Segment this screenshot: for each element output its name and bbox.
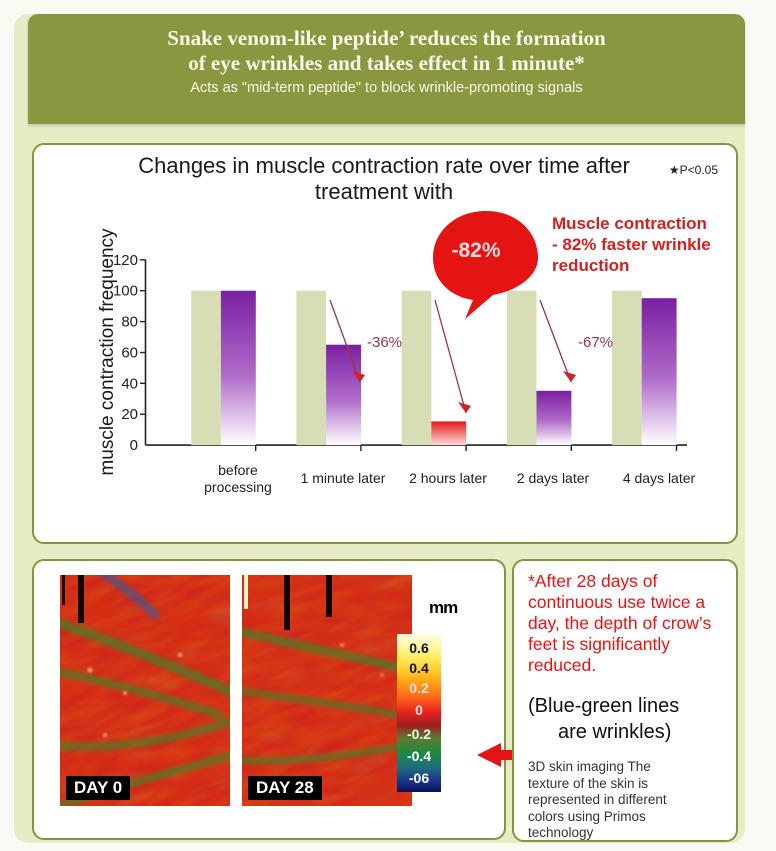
svg-text:2 days later: 2 days later — [517, 470, 590, 486]
svg-text:60: 60 — [121, 344, 138, 361]
svg-text:0: 0 — [130, 437, 138, 454]
svg-text:-67%: -67% — [578, 334, 613, 351]
svg-text:before: before — [218, 462, 258, 478]
svg-text:1 minute later: 1 minute later — [301, 470, 386, 486]
svg-text:80: 80 — [121, 314, 138, 331]
svg-text:processing: processing — [204, 479, 272, 495]
svg-text:2 hours later: 2 hours later — [409, 470, 487, 486]
svg-text:40: 40 — [121, 375, 138, 392]
svg-text:4 days later: 4 days later — [623, 470, 696, 486]
svg-text:20: 20 — [121, 406, 138, 423]
svg-text:-36%: -36% — [367, 334, 402, 351]
